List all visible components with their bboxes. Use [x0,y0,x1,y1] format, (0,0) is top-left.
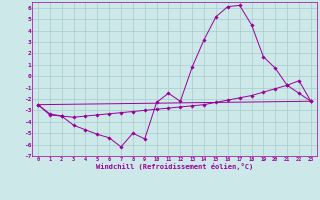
X-axis label: Windchill (Refroidissement éolien,°C): Windchill (Refroidissement éolien,°C) [96,163,253,170]
